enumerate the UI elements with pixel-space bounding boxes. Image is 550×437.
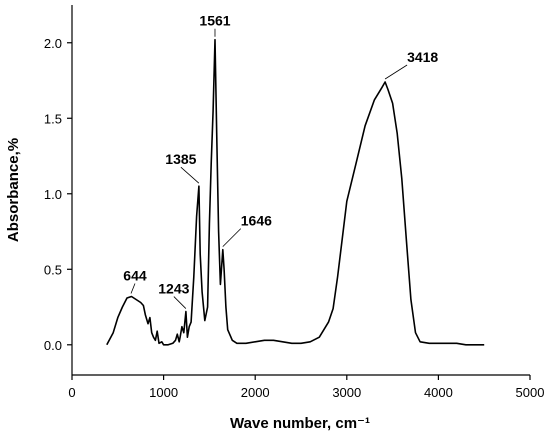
peak-label: 1646 [241,213,272,229]
x-tick-label: 0 [68,385,75,400]
peak-annotations: 1561 3418 1385 1646 644 1243 [123,13,438,309]
x-tick-label: 4000 [424,385,453,400]
peak-label: 1243 [158,281,189,297]
x-tick-label: 3000 [332,385,361,400]
peak-label: 3418 [407,49,438,65]
peak-label: 1561 [199,13,230,29]
y-tick-label: 1.5 [44,111,62,126]
y-axis-title: Absorbance,% [5,138,22,242]
y-tick-label: 1.0 [44,187,62,202]
y-ticks: 0.0 0.5 1.0 1.5 2.0 [44,36,72,353]
annotation-leader [384,64,408,80]
y-tick-label: 2.0 [44,36,62,51]
x-ticks: 0 1000 2000 3000 4000 5000 [68,375,544,400]
annotation-leader [130,283,136,294]
x-tick-label: 2000 [241,385,270,400]
x-tick-label: 5000 [516,385,545,400]
spectrum-line [106,38,485,346]
annotation-leader [173,296,187,309]
x-tick-label: 1000 [149,385,178,400]
y-tick-label: 0.0 [44,338,62,353]
annotation-leader [180,166,200,184]
y-tick-label: 0.5 [44,262,62,277]
x-axis-title: Wave number, cm⁻¹ [230,415,370,432]
annotation-leader [222,228,242,247]
peak-label: 1385 [165,151,196,167]
peak-label: 644 [123,267,147,283]
